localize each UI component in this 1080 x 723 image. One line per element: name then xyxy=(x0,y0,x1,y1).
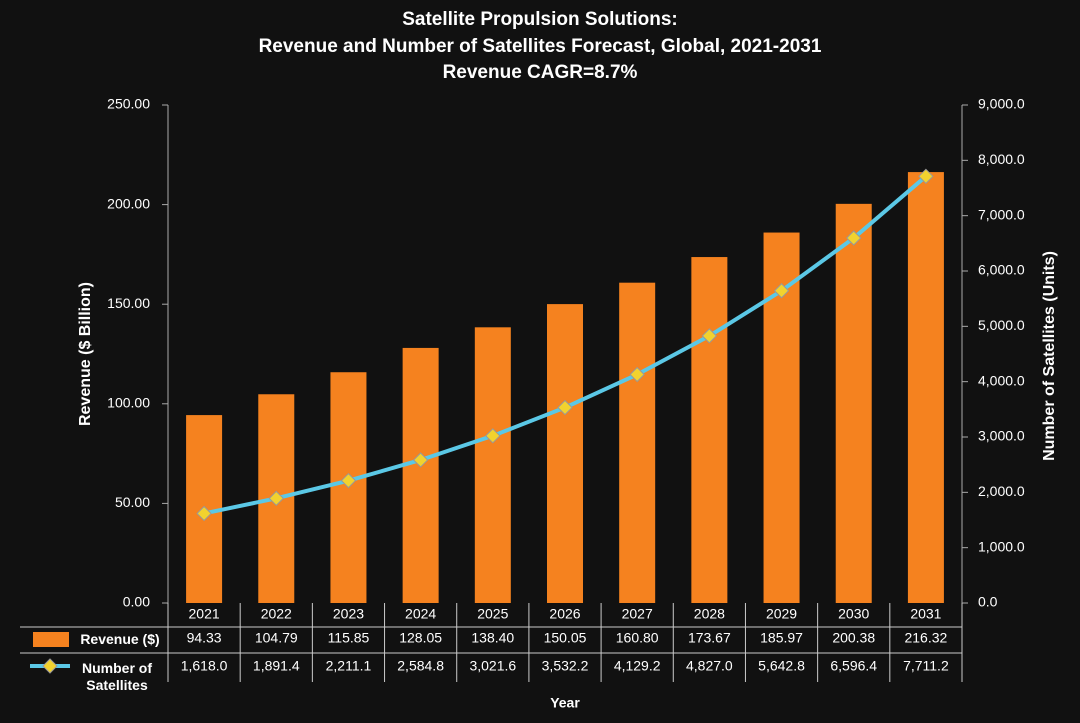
x-tick-label: 2025 xyxy=(477,606,508,622)
y-axis-label: Revenue ($ Billion) xyxy=(77,282,94,426)
marker xyxy=(846,230,862,246)
table-cell: 104.79 xyxy=(255,630,298,646)
legend-swatch xyxy=(33,632,69,647)
table-cell: 4,129.2 xyxy=(614,658,661,674)
y-tick-label: 100.00 xyxy=(107,395,150,411)
marker xyxy=(485,428,501,444)
y2-tick-label: 7,000.0 xyxy=(978,206,1025,222)
table-cell: 185.97 xyxy=(760,630,803,646)
x-tick-label: 2031 xyxy=(910,606,941,622)
y2-tick-label: 2,000.0 xyxy=(978,483,1025,499)
marker xyxy=(773,283,790,299)
table-cell: 150.05 xyxy=(544,630,587,646)
marker xyxy=(557,399,573,416)
y-tick-label: 200.00 xyxy=(107,195,150,211)
table-cell: 173.67 xyxy=(688,630,731,646)
y2-axis-label: Number of Satellites (Units) xyxy=(1041,251,1058,461)
marker xyxy=(340,472,357,489)
marker xyxy=(268,490,284,507)
chart-subtitle: Revenue CAGR=8.7% xyxy=(443,62,638,83)
y2-tick-label: 5,000.0 xyxy=(978,317,1025,333)
bar xyxy=(691,257,728,603)
table-cell: 200.38 xyxy=(832,630,875,646)
marker xyxy=(629,366,645,383)
table-cell: 4,827.0 xyxy=(686,658,733,674)
marker xyxy=(196,505,212,522)
chart-title: Revenue and Number of Satellites Forecas… xyxy=(259,36,822,57)
legend-label: Number of Satellites xyxy=(82,660,152,693)
chart-title: Satellite Propulsion Solutions: xyxy=(402,9,678,30)
y2-tick-label: 6,000.0 xyxy=(978,262,1025,278)
x-tick-label: 2027 xyxy=(622,606,653,622)
y-tick-label: 50.00 xyxy=(115,494,150,510)
y2-tick-label: 3,000.0 xyxy=(978,428,1025,444)
x-tick-label: 2028 xyxy=(694,606,725,622)
table-cell: 115.85 xyxy=(328,630,370,646)
table-cell: 5,642.8 xyxy=(758,658,805,674)
x-tick-label: 2022 xyxy=(261,606,292,622)
x-tick-label: 2026 xyxy=(549,606,580,622)
table-cell: 3,021.6 xyxy=(469,658,516,674)
table-cell: 2,211.1 xyxy=(326,658,372,674)
table-cell: 1,618.0 xyxy=(181,658,228,674)
bar xyxy=(907,172,944,603)
y-tick-label: 150.00 xyxy=(107,295,150,311)
table-cell: 138.40 xyxy=(471,630,514,646)
table-cell: 160.80 xyxy=(616,630,659,646)
x-tick-label: 2030 xyxy=(838,606,869,622)
y2-tick-label: 8,000.0 xyxy=(978,151,1025,167)
legend-marker xyxy=(42,658,58,674)
x-tick-label: 2021 xyxy=(189,606,220,622)
x-tick-label: 2024 xyxy=(405,606,436,622)
bar xyxy=(619,282,656,603)
bar xyxy=(402,347,439,603)
y2-tick-label: 1,000.0 xyxy=(978,538,1025,554)
table-cell: 94.33 xyxy=(187,630,222,646)
table-cell: 6,596.4 xyxy=(830,658,877,674)
table-cell: 1,891.4 xyxy=(253,658,300,674)
y-tick-label: 250.00 xyxy=(107,96,150,112)
y2-tick-label: 4,000.0 xyxy=(978,372,1025,388)
y-tick-label: 0.00 xyxy=(123,594,150,610)
legend-label: Revenue ($) xyxy=(80,631,160,647)
table-cell: 7,711.2 xyxy=(903,658,949,674)
y2-tick-label: 9,000.0 xyxy=(978,96,1025,112)
marker xyxy=(701,328,718,344)
x-axis-label: Year xyxy=(550,695,580,711)
x-tick-label: 2029 xyxy=(766,606,797,622)
marker xyxy=(412,452,429,468)
table-cell: 3,532.2 xyxy=(542,658,589,674)
bar xyxy=(547,304,583,603)
table-cell: 128.05 xyxy=(399,630,442,646)
bar xyxy=(474,327,511,603)
table-cell: 2,584.8 xyxy=(397,658,444,674)
bar xyxy=(835,203,872,604)
y2-tick-label: 0.0 xyxy=(978,594,998,610)
marker xyxy=(918,168,934,185)
table-cell: 216.32 xyxy=(904,630,947,646)
x-tick-label: 2023 xyxy=(333,606,364,622)
